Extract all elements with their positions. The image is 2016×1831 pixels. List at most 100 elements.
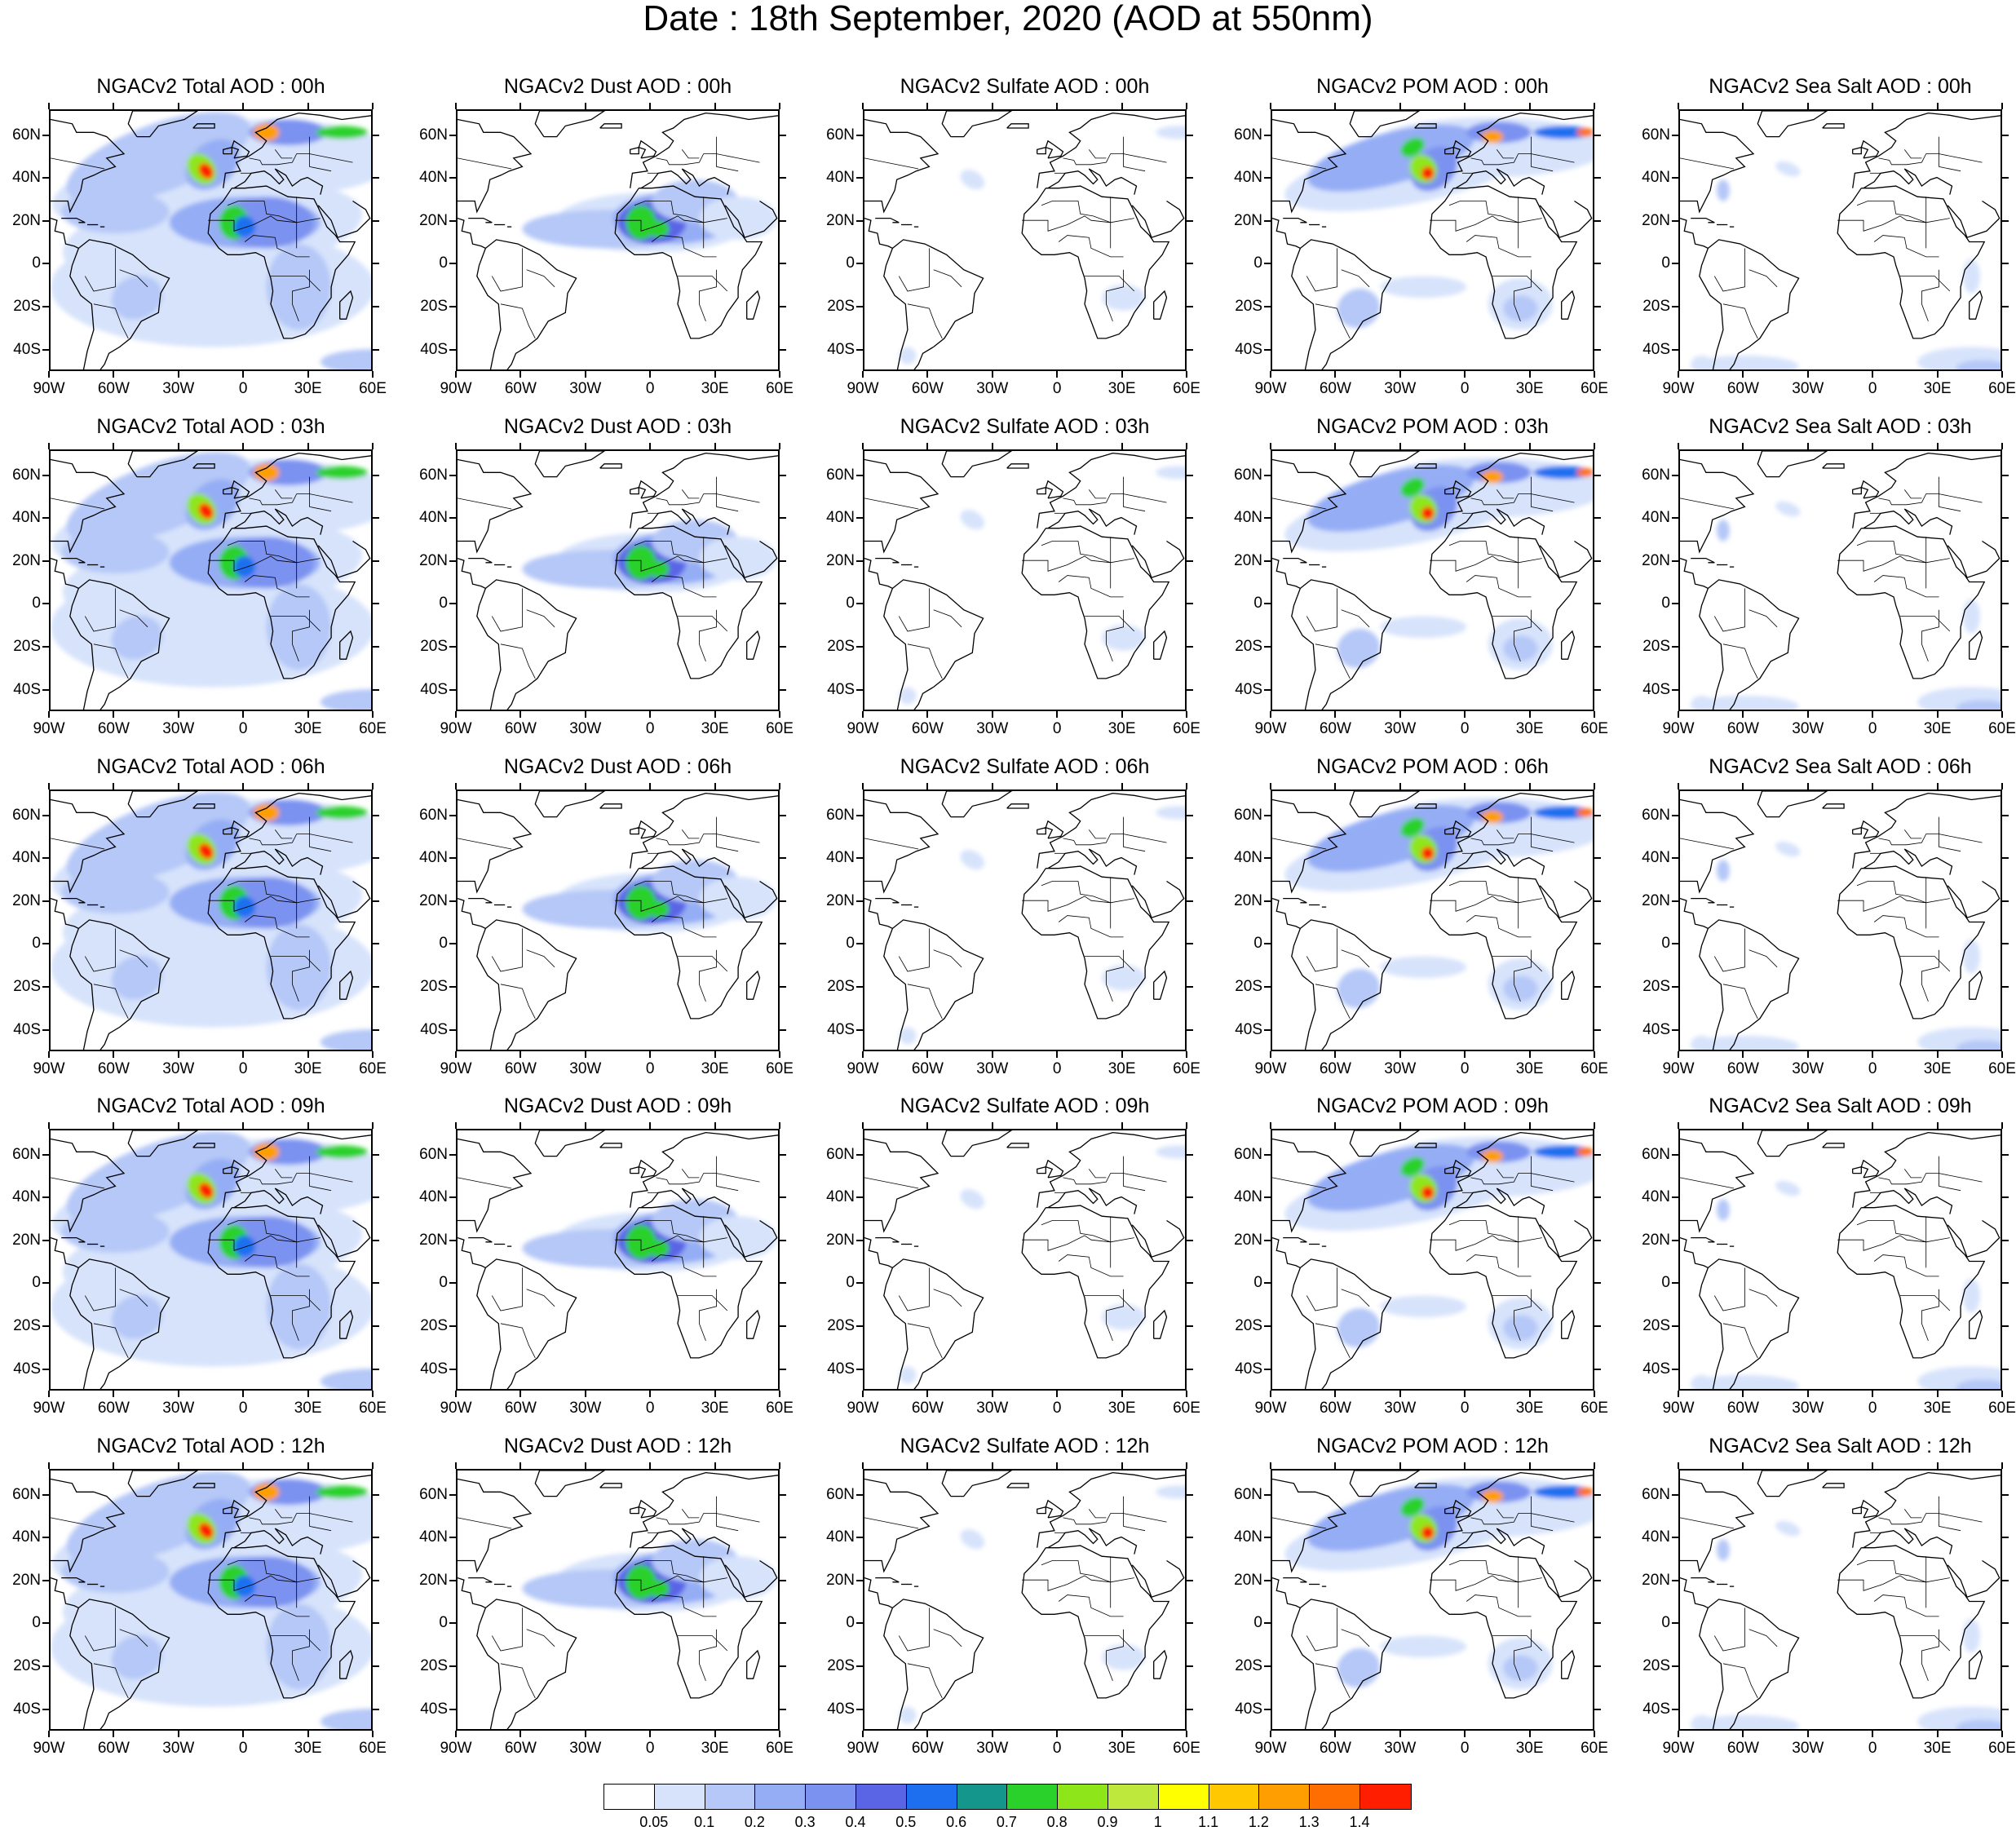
lat-tick <box>1264 1665 1271 1668</box>
lon-tick-label: 0 <box>1460 1740 1470 1757</box>
lat-tick <box>373 1368 379 1370</box>
coastline <box>1707 579 1800 710</box>
aod-map-pom <box>1271 449 1594 711</box>
coastline <box>1429 525 1578 679</box>
lon-tick <box>1056 1462 1059 1469</box>
country-border <box>1837 896 1901 912</box>
lat-tick <box>780 1665 786 1668</box>
coastline <box>458 557 486 589</box>
coastline <box>1272 217 1301 249</box>
lon-tick <box>1806 1391 1809 1397</box>
lon-tick-label: 60E <box>766 1740 794 1757</box>
aod-plume <box>1503 975 1538 1002</box>
colorbar-box <box>1209 1785 1260 1809</box>
coastline <box>640 1528 731 1555</box>
lat-tick <box>780 1708 786 1710</box>
country-border <box>907 1663 943 1699</box>
coastline <box>223 1131 371 1208</box>
country-border <box>292 1289 310 1342</box>
aod-plume <box>1691 1375 1713 1389</box>
country-border <box>271 1635 321 1652</box>
lon-tick-label: 60E <box>766 1060 794 1077</box>
lat-tick-label: 0 <box>846 1274 855 1292</box>
coastline <box>1037 792 1185 869</box>
panel-title: NGACv2 POM AOD : 00h <box>1316 75 1549 98</box>
lon-tick <box>649 371 652 378</box>
lon-tick <box>242 1122 245 1129</box>
aod-plume <box>1380 1635 1467 1657</box>
aod-plume <box>1400 1497 1425 1517</box>
lon-tick-label: 60W <box>97 1740 130 1757</box>
lat-tick-label: 40N <box>1642 1528 1670 1546</box>
coastline <box>1969 290 1983 320</box>
lon-tick <box>926 1731 929 1737</box>
lon-tick <box>1121 1462 1123 1469</box>
coastline <box>484 1599 577 1729</box>
lat-tick <box>1187 1239 1193 1241</box>
lon-tick <box>1806 443 1809 449</box>
lon-tick <box>1742 783 1744 789</box>
lat-tick-label: 20N <box>1642 211 1670 229</box>
coastline <box>1757 1471 1828 1497</box>
lon-tick <box>242 103 245 109</box>
lon-tick <box>1121 783 1123 789</box>
lon-tick <box>1594 783 1595 789</box>
lat-tick <box>1672 219 1678 222</box>
coastline <box>476 928 502 1050</box>
lon-tick <box>455 783 457 789</box>
coastline <box>69 588 95 710</box>
country-border <box>1873 235 1939 258</box>
coastline <box>1045 820 1064 839</box>
lat-tick-label: 40N <box>419 849 448 867</box>
lon-tick-label: 60E <box>766 720 794 737</box>
country-border <box>1939 1156 1961 1192</box>
lat-tick <box>1187 1537 1193 1539</box>
lon-tick <box>455 1122 457 1129</box>
lat-tick <box>2002 1239 2009 1241</box>
country-border <box>309 476 332 512</box>
lon-tick <box>1678 1391 1679 1397</box>
aod-field <box>864 111 1185 369</box>
lat-tick <box>449 348 456 351</box>
country-border <box>1680 498 1735 510</box>
lat-tick <box>373 559 379 562</box>
lon-tick <box>1528 1462 1531 1469</box>
coastline <box>1757 791 1828 818</box>
lon-tick <box>1806 1731 1809 1737</box>
colorbar-label: 1.1 <box>1198 1814 1219 1830</box>
country-border <box>119 949 148 968</box>
lon-tick <box>48 711 50 718</box>
coastline <box>599 463 622 469</box>
lon-tick-label: 90W <box>33 1060 65 1077</box>
country-border <box>1022 215 1085 232</box>
aod-plume <box>1775 501 1801 517</box>
country-border <box>249 1513 353 1525</box>
coastline <box>1272 897 1301 929</box>
lon-tick <box>1121 443 1123 449</box>
lon-tick <box>991 371 993 378</box>
aod-field <box>51 791 371 1050</box>
coastline <box>1283 897 1307 904</box>
coastline <box>458 1236 486 1268</box>
country-border <box>1041 1220 1112 1268</box>
country-border <box>1058 575 1124 598</box>
country-border <box>1272 157 1327 170</box>
coastline <box>1037 452 1185 529</box>
lat-tick <box>1187 559 1193 562</box>
country-border <box>1531 476 1554 512</box>
lon-tick <box>1334 1051 1337 1058</box>
colorbar-label: 1.2 <box>1248 1814 1269 1830</box>
country-border <box>656 1513 760 1525</box>
lon-tick <box>1056 443 1059 449</box>
country-border <box>1492 276 1543 292</box>
lat-tick-label: 20N <box>1642 551 1670 569</box>
country-border <box>681 1509 700 1519</box>
lon-tick <box>862 1051 864 1058</box>
lat-tick <box>2002 1708 2009 1710</box>
lon-tick-label: 30E <box>1107 1060 1136 1077</box>
lat-tick-label: 60N <box>1642 126 1670 144</box>
country-border <box>1939 816 1961 852</box>
coastline <box>51 1577 79 1608</box>
lat-tick-label: 20S <box>1642 298 1670 316</box>
aod-plume <box>960 510 985 530</box>
